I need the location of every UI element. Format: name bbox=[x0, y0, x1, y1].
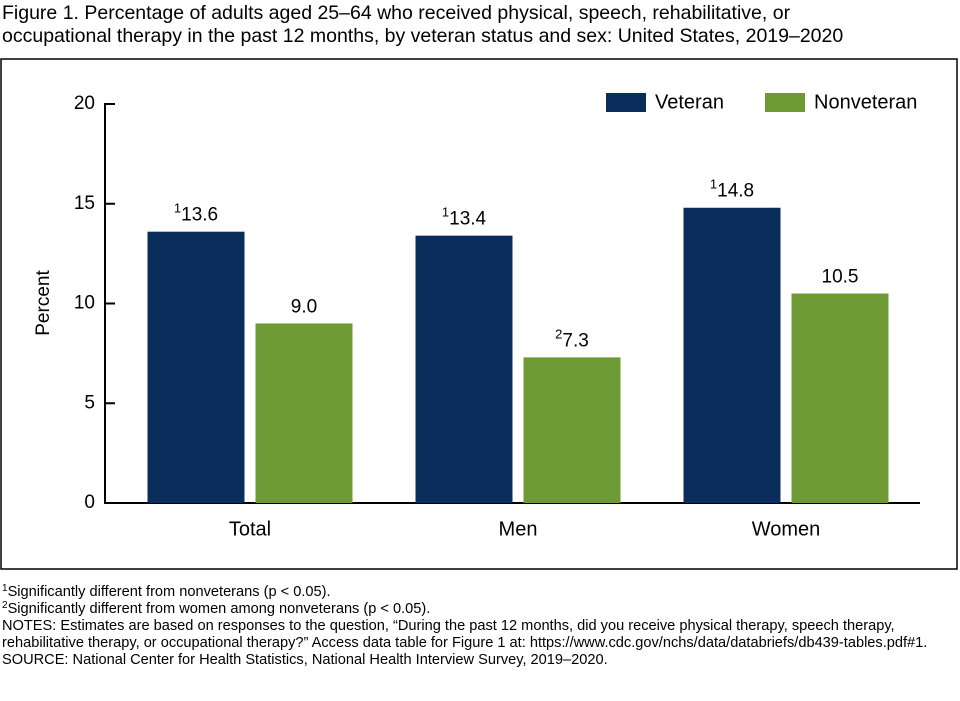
footnote-mark: 1 bbox=[710, 177, 717, 192]
footnote: 1Significantly different from nonveteran… bbox=[2, 584, 952, 601]
y-axis-label: Percent bbox=[33, 270, 54, 336]
bar bbox=[791, 293, 889, 503]
data-label-value: 10.5 bbox=[822, 267, 859, 288]
footnote-mark: 2 bbox=[2, 600, 8, 611]
footnote-mark: 1 bbox=[174, 201, 181, 216]
bar bbox=[147, 231, 245, 503]
notes: NOTES: Estimates are based on responses … bbox=[2, 618, 928, 651]
data-label: 113.6 bbox=[174, 201, 218, 226]
footnote-mark: 2 bbox=[555, 327, 562, 342]
title-line: Figure 1. Percentage of adults aged 25–6… bbox=[2, 2, 791, 24]
bar bbox=[683, 207, 781, 504]
y-tick-label: 10 bbox=[74, 293, 95, 314]
data-label: 114.8 bbox=[710, 177, 754, 202]
data-label-value: 9.0 bbox=[291, 296, 317, 317]
x-tick-label: Total bbox=[229, 518, 271, 540]
y-tick-label: 0 bbox=[84, 492, 95, 513]
legend-label: Veteran bbox=[655, 91, 724, 113]
footnotes: 1Significantly different from nonveteran… bbox=[2, 584, 952, 669]
y-tick-label: 15 bbox=[74, 193, 95, 214]
bar bbox=[523, 357, 621, 503]
data-label: 9.0 bbox=[291, 296, 317, 317]
title-line: occupational therapy in the past 12 mont… bbox=[2, 25, 844, 47]
y-tick-label: 5 bbox=[84, 392, 95, 413]
footnote-text: Significantly different from nonveterans… bbox=[7, 584, 331, 600]
chart: Percent 05101520Total113.69.0Men113.427.… bbox=[0, 58, 958, 570]
data-label-value: 13.6 bbox=[181, 205, 218, 226]
legend-swatch bbox=[765, 93, 805, 112]
bar bbox=[415, 235, 513, 504]
data-label-value: 14.8 bbox=[717, 181, 754, 202]
x-tick-label: Women bbox=[752, 518, 821, 540]
legend-label: Nonveteran bbox=[814, 91, 917, 113]
legend-swatch bbox=[606, 93, 646, 112]
footnote-mark: 1 bbox=[442, 205, 449, 220]
data-label-value: 7.3 bbox=[562, 330, 588, 351]
source: SOURCE: National Center for Health Stati… bbox=[2, 652, 608, 668]
data-label: 10.5 bbox=[822, 267, 859, 288]
data-label: 113.4 bbox=[442, 205, 487, 230]
footnote: 2Significantly different from women amon… bbox=[2, 601, 952, 618]
title: Figure 1. Percentage of adults aged 25–6… bbox=[2, 2, 843, 48]
x-tick-label: Men bbox=[499, 518, 538, 540]
data-label: 27.3 bbox=[555, 327, 589, 352]
bar bbox=[255, 323, 353, 503]
data-label-value: 13.4 bbox=[449, 209, 486, 230]
footnote-text: Significantly different from women among… bbox=[7, 601, 431, 617]
footnote-mark: 1 bbox=[2, 583, 8, 594]
y-tick-label: 20 bbox=[74, 93, 95, 114]
frame bbox=[0, 58, 958, 570]
